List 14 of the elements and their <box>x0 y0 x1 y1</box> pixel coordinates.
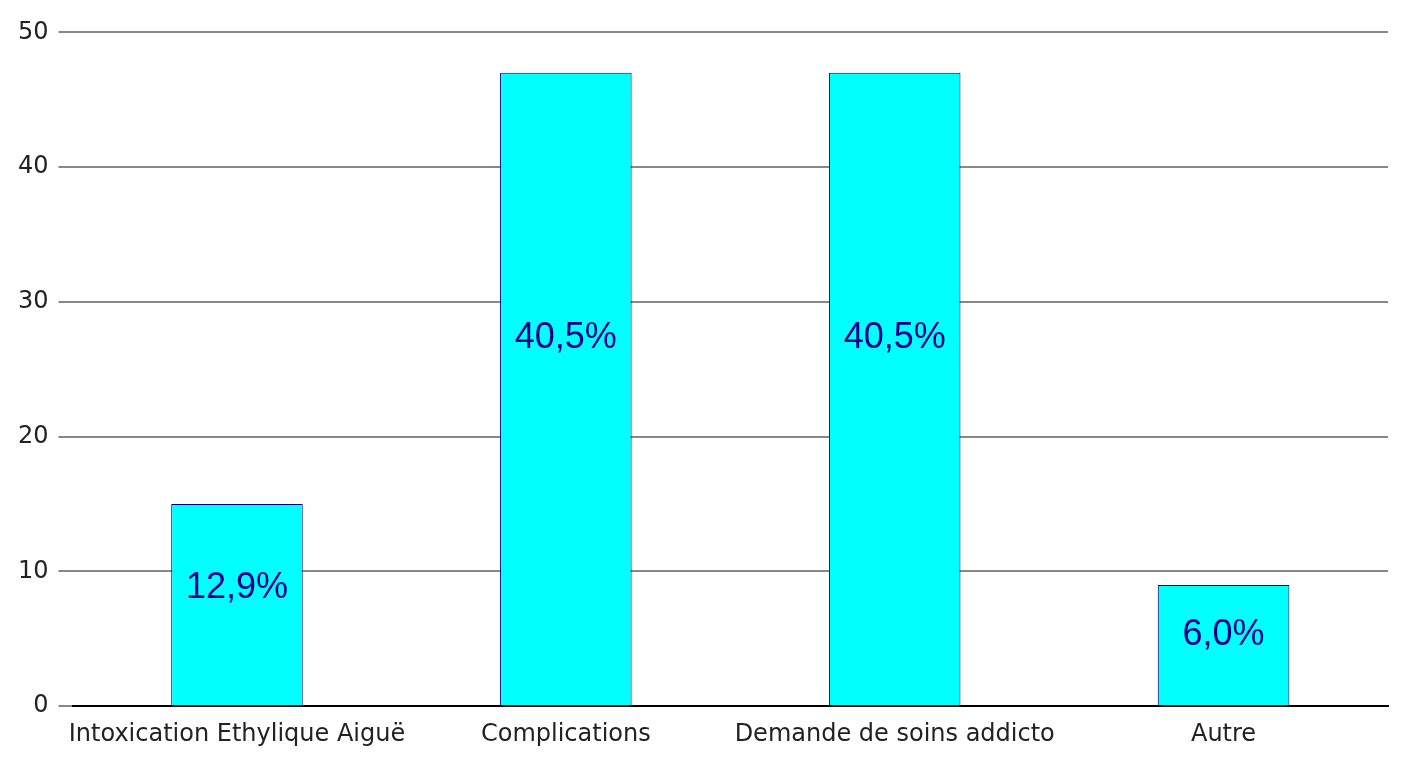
x-tick-label: Demande de soins addicto <box>734 718 1055 747</box>
x-tick-label: Autre <box>1190 718 1257 747</box>
annotation: 12,9% <box>185 565 289 607</box>
x-tick-label: Intoxication Ethylique Aiguë <box>68 718 406 747</box>
annotation: 6,0% <box>1182 612 1265 654</box>
annotation: 40,5% <box>843 315 946 357</box>
annotation: 40,5% <box>514 315 617 357</box>
y-tick-label: 50 <box>17 16 49 45</box>
y-tick-label: 30 <box>17 286 49 315</box>
x-tick-label: Complications <box>480 718 651 747</box>
y-tick-label: 20 <box>17 420 49 449</box>
y-tick-label: 10 <box>17 555 49 584</box>
y-tick-label: 0 <box>33 690 49 719</box>
y-tick-label: 40 <box>17 151 49 180</box>
